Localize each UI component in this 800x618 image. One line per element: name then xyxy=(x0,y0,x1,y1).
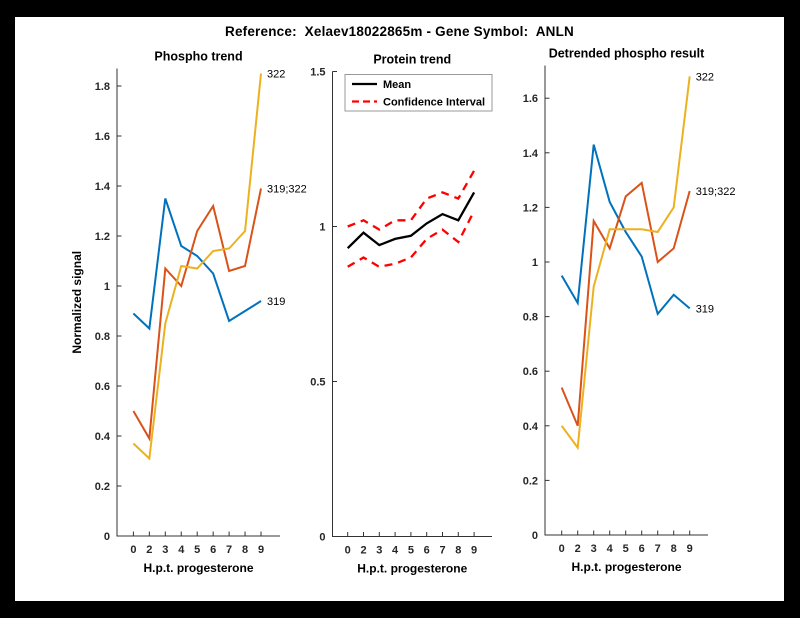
x-tick-label: 7 xyxy=(655,543,661,555)
series-end-label: 319;322 xyxy=(696,186,736,198)
x-tick-label: 7 xyxy=(226,544,232,556)
series-line-confidence-interval-upper xyxy=(347,170,476,231)
y-tick-label: 1.2 xyxy=(523,202,538,214)
x-tick-label: 3 xyxy=(376,545,382,557)
x-tick-label: 7 xyxy=(439,545,445,557)
subplot-title: Detrended phospho result xyxy=(549,46,705,60)
y-tick-label: 1 xyxy=(532,257,538,269)
x-tick-label: 6 xyxy=(639,543,645,555)
x-tick-label: 3 xyxy=(162,544,168,556)
x-tick-label: 6 xyxy=(210,544,216,556)
x-axis-label: H.p.t. progesterone xyxy=(571,560,681,574)
y-tick-label: 0.8 xyxy=(95,331,110,343)
y-tick-label: 1 xyxy=(319,222,325,234)
y-tick-label: 1.4 xyxy=(95,181,111,193)
series-line-319-322 xyxy=(560,180,691,427)
figure-title: Reference: Xelaev18022865m - Gene Symbol… xyxy=(225,24,574,39)
series-end-label: 319;322 xyxy=(267,184,307,196)
y-tick-label: 1.5 xyxy=(310,67,325,79)
series-end-label: 319 xyxy=(267,296,285,308)
y-tick-label: 1.6 xyxy=(523,93,538,105)
x-tick-label: 8 xyxy=(455,545,461,557)
y-tick-label: 0.2 xyxy=(95,481,110,493)
series-line-319 xyxy=(560,144,691,316)
y-tick-label: 0.6 xyxy=(523,366,538,378)
legend-box xyxy=(344,74,493,112)
subplot-title: Protein trend xyxy=(373,53,451,67)
legend-item-label: Mean xyxy=(383,79,411,91)
x-axis-label: H.p.t. progesterone xyxy=(143,561,253,575)
x-tick-label: 2 xyxy=(575,543,581,555)
series-line-319 xyxy=(132,198,262,331)
x-tick-label: 9 xyxy=(471,545,477,557)
y-tick-label: 1.4 xyxy=(523,148,539,160)
x-tick-label: 0 xyxy=(559,543,565,555)
series-line-322 xyxy=(132,73,262,461)
y-tick-label: 0 xyxy=(532,530,538,542)
x-tick-label: 9 xyxy=(687,543,693,555)
subplot-3: 00.20.40.60.811.21.41.60 2 3 4 5 6 7 8 9H.p.t. p… xyxy=(523,46,736,574)
axis-lines xyxy=(332,71,492,537)
legend-item-label: Confidence Interval xyxy=(383,97,485,109)
x-tick-label: 6 xyxy=(424,545,430,557)
x-axis-label: H.p.t. progesterone xyxy=(357,562,467,576)
y-tick-label: 1.6 xyxy=(95,131,110,143)
series-line-319-322 xyxy=(132,188,262,442)
y-tick-label: 0.8 xyxy=(523,312,538,324)
y-axis-label: Normalized signal xyxy=(70,251,84,354)
series-line-322 xyxy=(560,76,691,451)
x-tick-label: 0 xyxy=(345,545,351,557)
x-tick-label: 8 xyxy=(671,543,677,555)
x-tick-label: 4 xyxy=(392,545,399,557)
x-tick-label: 5 xyxy=(623,543,629,555)
x-tick-label: 4 xyxy=(178,544,185,556)
series-end-label: 322 xyxy=(696,71,714,83)
y-tick-label: 0.6 xyxy=(95,381,110,393)
y-tick-label: 0 xyxy=(104,531,110,543)
y-tick-label: 0.4 xyxy=(95,431,111,443)
x-tick-label: 8 xyxy=(242,544,248,556)
subplot-title: Phospho trend xyxy=(154,50,242,64)
subplot-2: 00.511.50 2 3 4 5 6 7 8 9H.p.t. progesteroneProt… xyxy=(310,53,493,576)
series-end-label: 322 xyxy=(267,69,285,81)
x-tick-label: 4 xyxy=(607,543,614,555)
x-tick-label: 3 xyxy=(591,543,597,555)
axis-lines xyxy=(116,68,280,537)
series-end-label: 319 xyxy=(696,303,714,315)
y-tick-label: 0 xyxy=(319,532,325,544)
y-tick-label: 0.2 xyxy=(523,475,538,487)
y-tick-label: 1.2 xyxy=(95,231,110,243)
x-tick-label: 5 xyxy=(408,545,414,557)
y-tick-label: 1 xyxy=(104,281,110,293)
y-tick-label: 1.8 xyxy=(95,81,110,93)
x-tick-label: 2 xyxy=(146,544,152,556)
x-tick-label: 5 xyxy=(194,544,200,556)
x-tick-label: 2 xyxy=(360,545,366,557)
y-tick-label: 0.4 xyxy=(523,421,539,433)
subplot-1: 00.20.40.60.811.21.41.61.80 2 3 4 5 6 7 8 9H.p.t… xyxy=(70,50,307,576)
series-line-mean xyxy=(346,191,476,250)
x-tick-label: 9 xyxy=(258,544,264,556)
y-tick-label: 0.5 xyxy=(310,377,325,389)
x-tick-label: 0 xyxy=(130,544,136,556)
axis-lines xyxy=(544,65,708,536)
